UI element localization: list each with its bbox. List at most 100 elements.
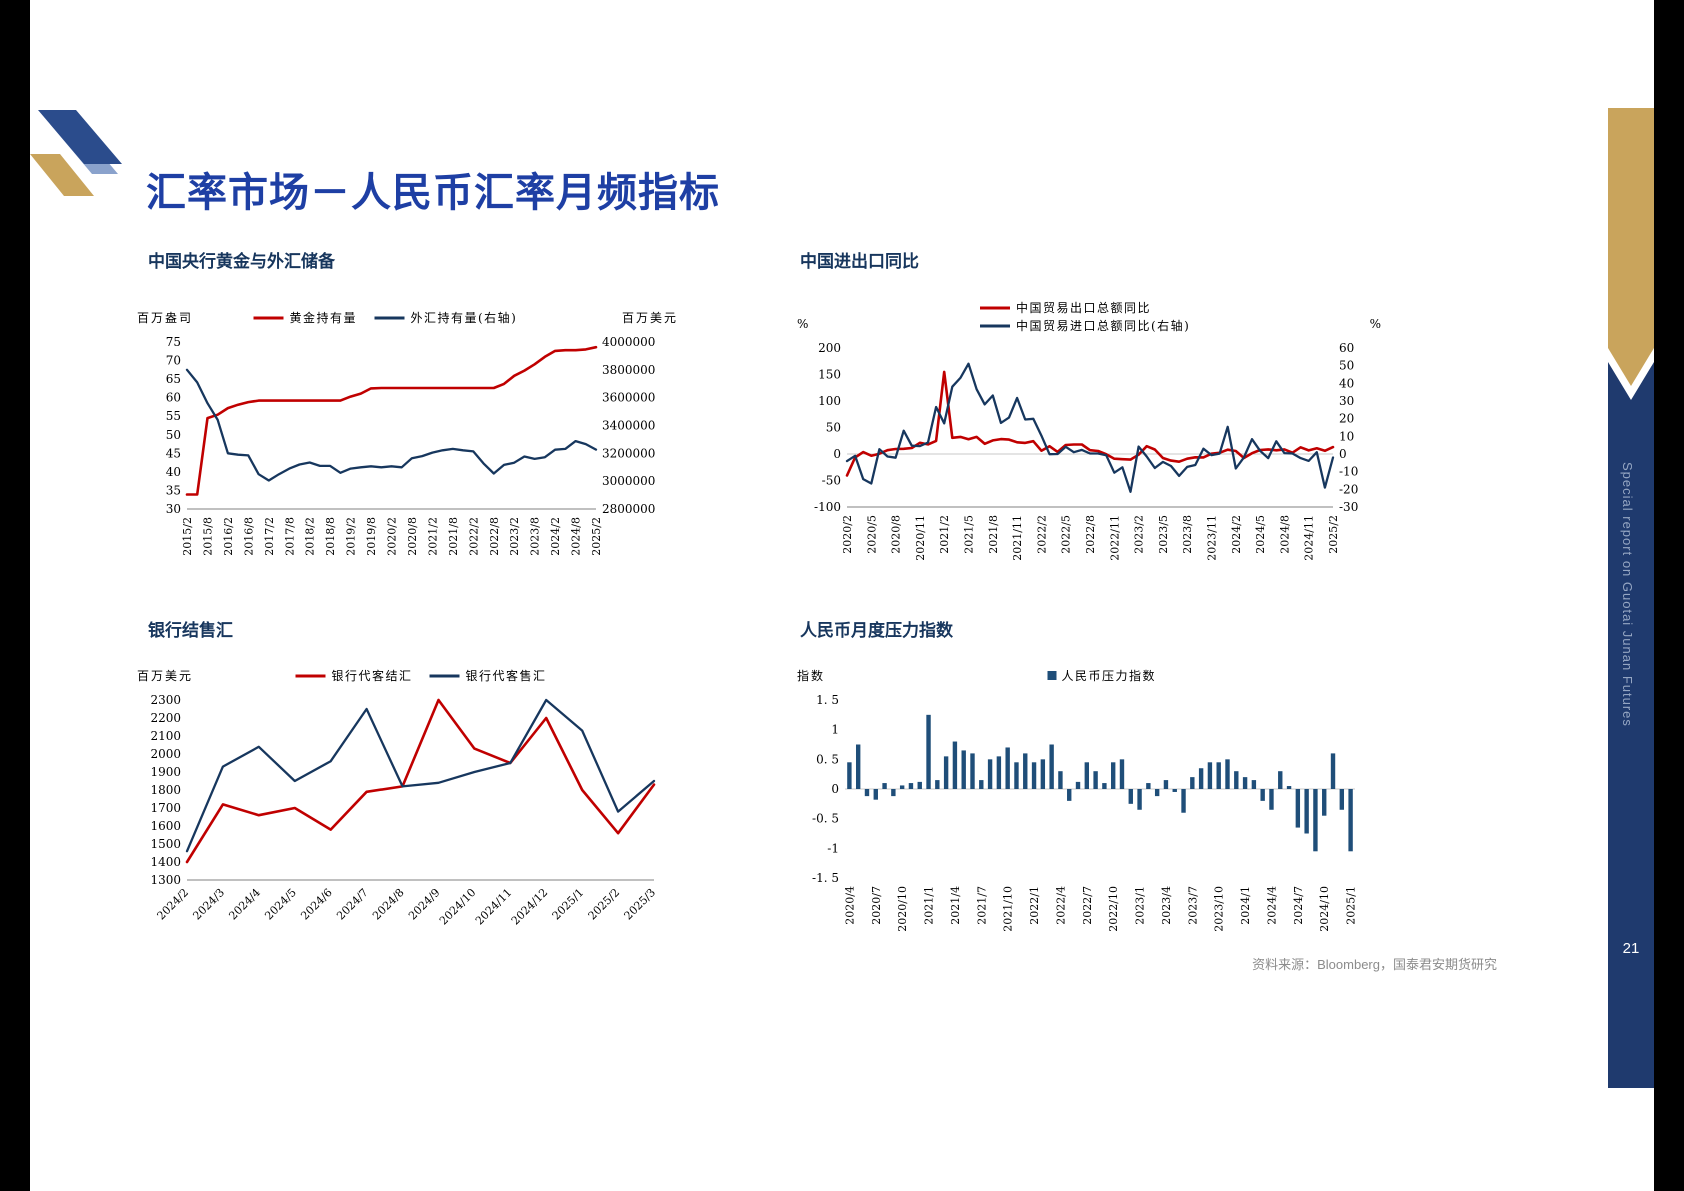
svg-text:%: % — [797, 317, 810, 331]
svg-text:2024/2: 2024/2 — [155, 886, 192, 923]
svg-text:中国贸易出口总额同比: 中国贸易出口总额同比 — [1016, 300, 1151, 315]
svg-text:2023/4: 2023/4 — [1160, 886, 1173, 925]
svg-text:2021/7: 2021/7 — [975, 886, 988, 925]
svg-text:2024/11: 2024/11 — [1303, 515, 1316, 561]
svg-text:2021/1: 2021/1 — [923, 886, 936, 925]
svg-text:2022/7: 2022/7 — [1081, 886, 1094, 925]
svg-text:2024/4: 2024/4 — [1265, 886, 1278, 925]
svg-text:2024/4: 2024/4 — [226, 886, 263, 923]
svg-text:-0. 5: -0. 5 — [812, 812, 839, 826]
svg-text:2025/2: 2025/2 — [590, 517, 603, 556]
svg-text:人民币压力指数: 人民币压力指数 — [1062, 668, 1157, 683]
svg-text:2018/2: 2018/2 — [304, 517, 317, 556]
svg-text:3600000: 3600000 — [602, 391, 655, 405]
svg-text:30: 30 — [166, 502, 181, 516]
svg-text:1300: 1300 — [150, 873, 181, 887]
svg-text:2021/5: 2021/5 — [963, 515, 976, 554]
side-banner-text: Special report on Guotai Junan Futures — [1620, 462, 1635, 727]
page-number: 21 — [1622, 940, 1640, 957]
svg-text:2020/8: 2020/8 — [406, 517, 419, 556]
svg-text:2020/5: 2020/5 — [865, 515, 878, 554]
svg-text:3000000: 3000000 — [602, 474, 655, 488]
svg-text:2025/3: 2025/3 — [622, 886, 659, 923]
svg-text:1700: 1700 — [150, 801, 181, 815]
svg-text:0. 5: 0. 5 — [816, 752, 839, 766]
svg-text:%: % — [1370, 317, 1383, 331]
svg-text:银行代客售汇: 银行代客售汇 — [466, 668, 547, 683]
svg-text:2024/2: 2024/2 — [1230, 515, 1243, 554]
svg-text:1: 1 — [831, 723, 839, 737]
svg-text:2022/2: 2022/2 — [1035, 515, 1048, 554]
svg-text:2800000: 2800000 — [602, 502, 655, 516]
slide: 汇率市场－人民币汇率月频指标 中国央行黄金与外汇储备 中国进出口同比 银行结售汇… — [30, 0, 1654, 1191]
svg-text:2024/8: 2024/8 — [1278, 515, 1291, 554]
svg-text:2022/1: 2022/1 — [1028, 886, 1041, 925]
svg-text:2022/2: 2022/2 — [467, 517, 480, 556]
svg-text:50: 50 — [826, 421, 841, 435]
svg-text:百万美元: 百万美元 — [622, 311, 678, 325]
svg-text:20: 20 — [1339, 412, 1354, 426]
svg-text:2025/1: 2025/1 — [1345, 886, 1358, 925]
svg-text:2021/10: 2021/10 — [1002, 886, 1015, 932]
svg-text:60: 60 — [1339, 341, 1354, 355]
svg-text:50: 50 — [1339, 359, 1354, 373]
svg-text:2016/2: 2016/2 — [222, 517, 235, 556]
svg-text:150: 150 — [818, 368, 841, 382]
svg-text:2022/8: 2022/8 — [1084, 515, 1097, 554]
svg-text:2022/5: 2022/5 — [1060, 515, 1073, 554]
svg-text:2017/2: 2017/2 — [263, 517, 276, 556]
svg-text:2023/8: 2023/8 — [529, 517, 542, 556]
svg-text:黄金持有量: 黄金持有量 — [290, 310, 358, 325]
svg-text:银行代客结汇: 银行代客结汇 — [332, 668, 413, 683]
svg-text:2023/5: 2023/5 — [1157, 515, 1170, 554]
svg-text:60: 60 — [166, 391, 181, 405]
svg-text:55: 55 — [166, 409, 181, 423]
svg-text:2016/8: 2016/8 — [242, 517, 255, 556]
svg-text:4000000: 4000000 — [602, 335, 655, 349]
svg-text:2022/8: 2022/8 — [488, 517, 501, 556]
svg-text:2025/1: 2025/1 — [550, 886, 587, 923]
svg-text:2021/4: 2021/4 — [949, 886, 962, 925]
svg-text:中国贸易进口总额同比(右轴): 中国贸易进口总额同比(右轴) — [1016, 318, 1190, 333]
svg-text:2021/8: 2021/8 — [447, 517, 460, 556]
svg-text:0: 0 — [833, 447, 841, 461]
svg-text:2023/10: 2023/10 — [1213, 886, 1226, 932]
svg-text:-100: -100 — [814, 500, 841, 514]
svg-text:2024/2: 2024/2 — [549, 517, 562, 556]
svg-text:40: 40 — [166, 465, 181, 479]
svg-text:-30: -30 — [1339, 500, 1358, 514]
svg-text:2023/2: 2023/2 — [1133, 515, 1146, 554]
svg-text:100: 100 — [818, 394, 841, 408]
svg-text:2020/8: 2020/8 — [890, 515, 903, 554]
svg-text:2020/7: 2020/7 — [870, 886, 883, 925]
chart-title-gold-fx-reserves: 中国央行黄金与外汇储备 — [148, 252, 335, 271]
svg-text:2019/8: 2019/8 — [365, 517, 378, 556]
svg-text:2020/2: 2020/2 — [386, 517, 399, 556]
svg-text:2025/2: 2025/2 — [1327, 515, 1340, 554]
svg-text:2024/10: 2024/10 — [437, 886, 479, 928]
svg-text:30: 30 — [1339, 394, 1354, 408]
svg-text:2023/11: 2023/11 — [1206, 515, 1219, 561]
svg-text:2025/2: 2025/2 — [586, 886, 623, 923]
svg-text:50: 50 — [166, 428, 181, 442]
svg-text:75: 75 — [166, 335, 181, 349]
svg-text:百万美元: 百万美元 — [137, 669, 193, 683]
svg-text:2020/10: 2020/10 — [896, 886, 909, 932]
svg-text:40: 40 — [1339, 376, 1354, 390]
svg-text:2022/4: 2022/4 — [1054, 886, 1067, 925]
svg-text:-10: -10 — [1339, 465, 1358, 479]
svg-text:2024/5: 2024/5 — [262, 886, 299, 923]
svg-text:10: 10 — [1339, 429, 1354, 443]
svg-text:2015/2: 2015/2 — [181, 517, 194, 556]
svg-text:3800000: 3800000 — [602, 363, 655, 377]
svg-text:2024/12: 2024/12 — [509, 886, 551, 928]
svg-text:外汇持有量(右轴): 外汇持有量(右轴) — [411, 310, 518, 325]
svg-text:1400: 1400 — [150, 855, 181, 869]
svg-text:-1: -1 — [827, 841, 839, 855]
svg-text:1800: 1800 — [150, 783, 181, 797]
svg-text:2021/2: 2021/2 — [938, 515, 951, 554]
svg-text:指数: 指数 — [797, 668, 825, 683]
svg-text:0: 0 — [831, 782, 839, 796]
svg-text:1600: 1600 — [150, 819, 181, 833]
svg-text:2024/10: 2024/10 — [1318, 886, 1331, 932]
